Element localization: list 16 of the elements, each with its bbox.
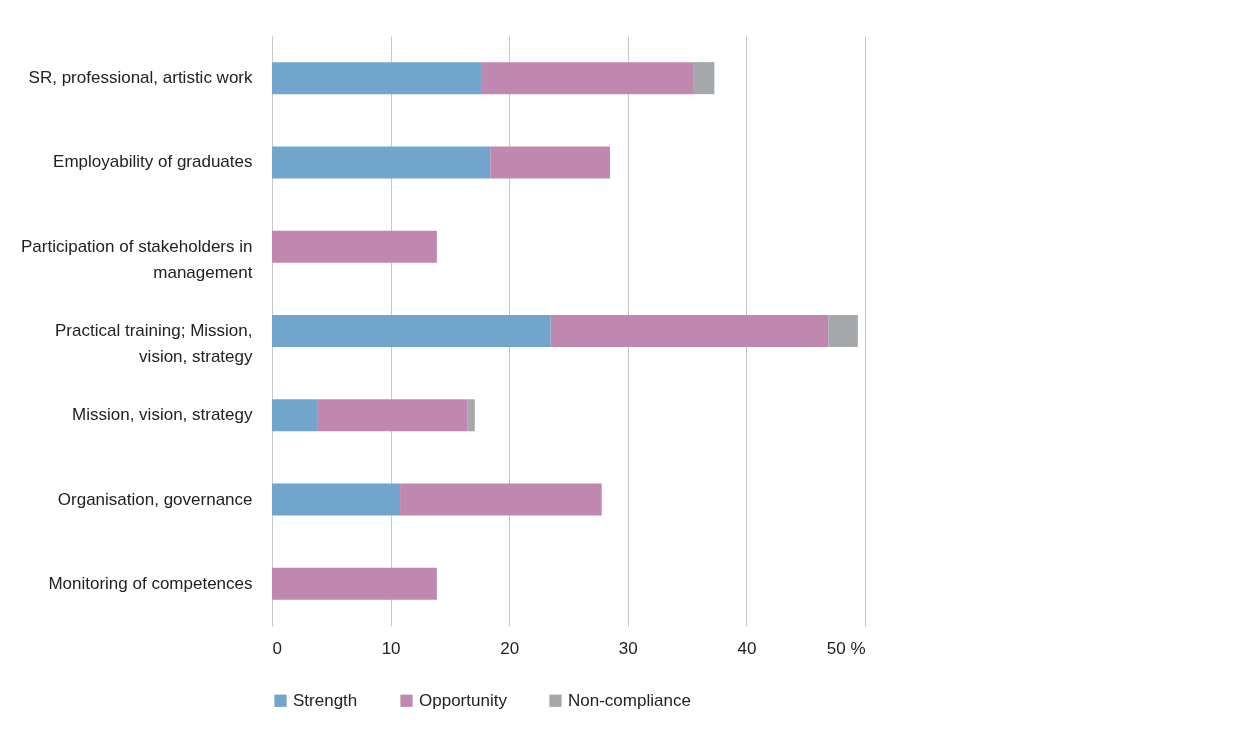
x-tick-label: 20 [500,638,520,658]
y-tick-label: Monitoring of competences [48,573,253,593]
y-tick-label: Participation of stakeholders in management [20,236,253,282]
x-tick-label: 40 [737,638,757,658]
legend-label: Strength [293,690,358,710]
legend-label: Non-compliance [568,690,691,710]
x-tick-label: 10 [381,638,401,658]
y-tick-label: Employability of graduates [53,152,253,172]
y-tick-label: Organisation, governance [57,489,253,509]
y-tick-label: SR, professional, artistic work [28,68,253,88]
y-tick-label: Mission, vision, strategy [72,405,253,425]
x-tick-label: 0 [272,638,282,658]
x-tick-label: 30 [618,638,638,658]
x-tick-label: 50 % [826,638,866,658]
legend-label: Opportunity [419,690,508,710]
y-tick-label: Practical training; Mission, vision, strategy [55,321,253,366]
